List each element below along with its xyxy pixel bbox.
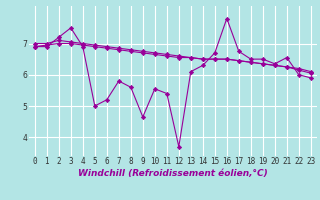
X-axis label: Windchill (Refroidissement éolien,°C): Windchill (Refroidissement éolien,°C): [78, 169, 268, 178]
